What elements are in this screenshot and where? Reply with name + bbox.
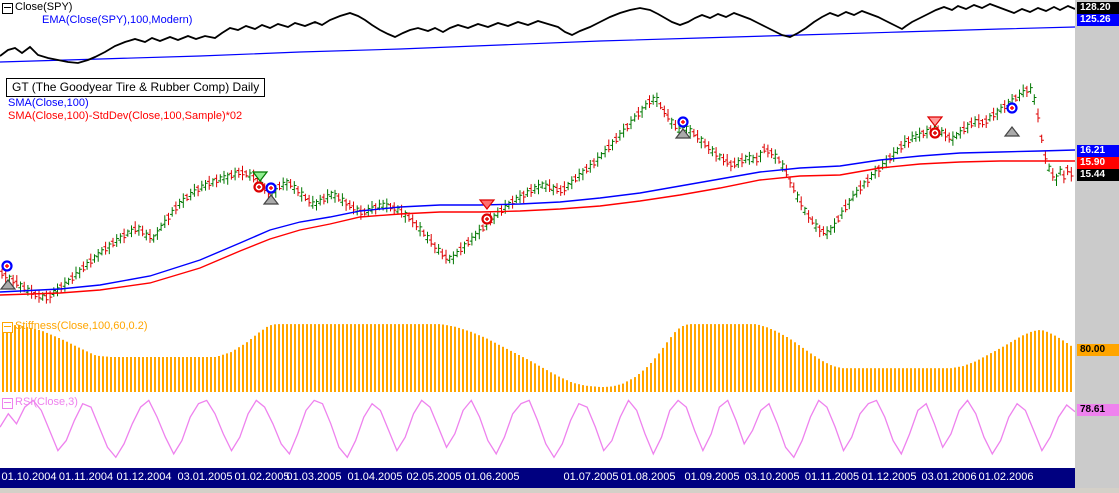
stiffness-bars xyxy=(2,324,1072,393)
chart-title: GT (The Goodyear Tire & Rubber Comp) Dai… xyxy=(6,78,266,97)
trade-marker-triangle-up-icon xyxy=(1003,126,1021,137)
spy-close-line xyxy=(0,3,1076,64)
collapse-minus-icon[interactable] xyxy=(2,3,13,14)
gt-band-badge: 15.90 xyxy=(1077,157,1119,169)
trade-marker-cross-icon xyxy=(485,217,489,221)
x-axis-label: 01.04.2005 xyxy=(347,471,403,483)
trade-marker-cross-icon xyxy=(681,120,685,124)
stiffness-badge: 80.00 xyxy=(1077,344,1119,356)
trade-marker-triangle-up-icon xyxy=(262,194,280,205)
bottom-border-strip xyxy=(0,488,1119,493)
x-axis-label: 01.07.2005 xyxy=(563,471,619,483)
stiffness-legend-label: Stiffness(Close,100,60,0.2) xyxy=(15,320,148,332)
rsi-line xyxy=(0,399,1076,459)
x-axis-label: 01.02.2006 xyxy=(978,471,1034,483)
spy-ema-badge: 125.26 xyxy=(1077,14,1119,26)
gt-sma-line xyxy=(0,149,1076,293)
x-axis-label: 01.06.2005 xyxy=(464,471,520,483)
trade-marker-cross-icon xyxy=(269,186,273,190)
x-axis-label: 03.01.2005 xyxy=(177,471,233,483)
trade-marker-cross-icon xyxy=(257,185,261,189)
x-axis-label: 03.10.2005 xyxy=(744,471,800,483)
x-axis-label: 01.10.2004 xyxy=(1,471,57,483)
x-axis-label: 01.11.2004 xyxy=(58,471,114,483)
x-axis-label: 01.12.2004 xyxy=(116,471,172,483)
ema-legend-label: EMA(Close(SPY),100,Modern) xyxy=(42,14,193,26)
trade-marker-cross-icon xyxy=(933,131,937,135)
trade-marker-cross-icon xyxy=(1010,106,1014,110)
x-axis-label: 01.11.2005 xyxy=(804,471,860,483)
sma-legend-label: SMA(Close,100) xyxy=(8,97,89,109)
x-axis-label: 01.12.2005 xyxy=(861,471,917,483)
trade-marker-triangle-down-icon xyxy=(478,199,496,210)
spy-pane-label: Close(SPY) xyxy=(15,1,73,13)
trade-marker-triangle-down-icon xyxy=(251,171,269,182)
collapse-minus-icon[interactable] xyxy=(2,398,13,409)
gt-band-line xyxy=(0,160,1075,296)
x-axis-label: 01.03.2005 xyxy=(286,471,342,483)
x-axis-label: 01.02.2005 xyxy=(234,471,290,483)
trade-marker-triangle-up-icon xyxy=(674,128,692,139)
x-axis-label: 02.05.2005 xyxy=(406,471,462,483)
x-axis-bar: 01.10.2004 01.11.2004 01.12.2004 03.01.2005… xyxy=(0,468,1075,488)
rsi-badge: 78.61 xyxy=(1077,404,1119,416)
x-axis-label: 01.08.2005 xyxy=(620,471,676,483)
rsi-legend-label: RSI(Close,3) xyxy=(15,396,78,408)
trade-marker-triangle-up-icon xyxy=(0,279,17,290)
band-legend-label: SMA(Close,100)-StdDev(Close,100,Sample)*… xyxy=(8,110,243,122)
gt-sma-badge: 16.21 xyxy=(1077,145,1119,157)
spy-close-badge: 128.20 xyxy=(1077,2,1119,14)
spy-ema-line xyxy=(0,26,1076,63)
x-axis-label: 01.09.2005 xyxy=(684,471,740,483)
trade-marker-triangle-down-icon xyxy=(926,116,944,127)
collapse-minus-icon[interactable] xyxy=(2,322,13,333)
x-axis-label: 03.01.2006 xyxy=(921,471,977,483)
gt-close-badge: 15.44 xyxy=(1077,169,1119,181)
trade-marker-cross-icon xyxy=(5,264,9,268)
